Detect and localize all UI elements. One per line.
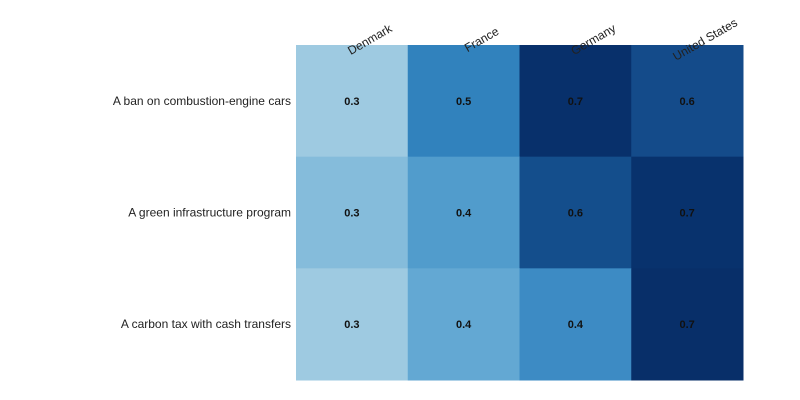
row-labels-layer: A ban on combustion-engine cars A green i… xyxy=(113,94,291,331)
cells-layer: 0.3 0.5 0.7 0.6 0.3 0.4 0.6 0.7 0.3 0.4 0.4 0.7 xyxy=(296,45,744,381)
heatmap-cell-1-united-states xyxy=(631,45,744,158)
cell-value-label: 0.6 xyxy=(568,208,583,220)
row-tick-label: A carbon tax with cash transfers xyxy=(121,317,291,331)
cell-value-label: 0.3 xyxy=(344,208,359,220)
heatmap-cell-2-france xyxy=(407,156,520,269)
row-tick-label: A ban on combustion-engine cars xyxy=(113,94,291,108)
cell-value-label: 0.7 xyxy=(568,96,583,108)
cell-value-label: 0.5 xyxy=(456,96,471,108)
heatmap-cell-3-france xyxy=(407,268,520,381)
heatmap-cell-3-united-states xyxy=(631,268,744,381)
cell-value-label: 0.6 xyxy=(679,96,694,108)
heatmap-cell-2-united-states xyxy=(631,156,744,269)
heatmap-cell-3-germany xyxy=(519,268,632,381)
heatmap-cell-2-denmark xyxy=(296,156,409,269)
cell-value-label: 0.7 xyxy=(679,208,694,220)
cell-value-label: 0.4 xyxy=(456,208,472,220)
heatmap-cell-1-denmark xyxy=(296,45,409,158)
cell-value-label: 0.4 xyxy=(568,319,584,331)
row-tick-label: A green infrastructure program xyxy=(128,206,291,220)
cell-value-label: 0.4 xyxy=(456,319,472,331)
cell-value-label: 0.7 xyxy=(679,319,694,331)
cell-value-label: 0.3 xyxy=(344,96,359,108)
heatmap-cell-2-germany xyxy=(519,156,632,269)
heatmap-cell-3-denmark xyxy=(296,268,409,381)
heatmap-cell-1-france xyxy=(407,45,520,158)
heatmap-cell-1-germany xyxy=(519,45,632,158)
cell-value-label: 0.3 xyxy=(344,319,359,331)
